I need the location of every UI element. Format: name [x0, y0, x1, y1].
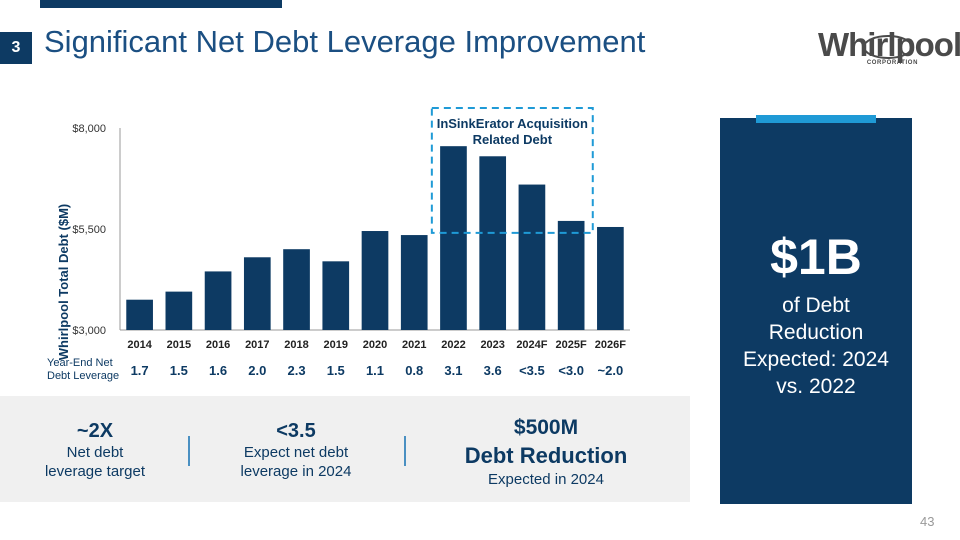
bar-2020	[361, 231, 389, 330]
bar-2016	[204, 271, 232, 330]
kpi-leverage-target: ~2X Net debt leverage target	[20, 420, 170, 481]
leverage-value: 2.3	[287, 363, 305, 378]
stat-headline: $1B	[770, 229, 862, 285]
y-axis-label: Whirlpool Total Debt ($M)	[56, 204, 71, 360]
bar-2017	[243, 257, 271, 330]
slide-number-badge: 3	[0, 32, 32, 64]
kpi-1-line-1: Net debt	[66, 444, 124, 461]
whirlpool-logo: Whirlpool CORPORATION	[812, 26, 960, 72]
annotation-line-1: InSinkErator Acquisition	[437, 116, 588, 131]
leverage-row-label: Year-End Net	[47, 357, 113, 369]
stat-line-2: Reduction	[768, 321, 864, 344]
kpi-leverage-2024: <3.5 Expect net debt leverage in 2024	[218, 420, 374, 481]
kpi-debt-reduction: $500M Debt Reduction Expected in 2024	[440, 414, 652, 489]
x-tick-label: 2018	[284, 339, 308, 351]
debt-bar-chart: Whirlpool Total Debt ($M) $3,000 $5,500 $8…	[47, 107, 630, 382]
kpi-2-value: <3.5	[276, 420, 316, 442]
x-tick-label: 2023	[480, 339, 504, 351]
bar-2015	[165, 291, 193, 330]
leverage-value: 1.6	[209, 363, 227, 378]
bar-2019	[322, 261, 350, 330]
stat-line-4: vs. 2022	[776, 375, 856, 398]
logo-swirl-icon	[863, 35, 913, 59]
page-title: Significant Net Debt Leverage Improvemen…	[44, 24, 646, 59]
leverage-value: 1.5	[170, 363, 188, 378]
kpi-separator-2	[404, 436, 406, 466]
y-tick-label: $5,500	[72, 224, 106, 236]
leverage-value: <3.0	[558, 363, 584, 378]
x-tick-label: 2024F	[516, 339, 547, 351]
bar-2022	[440, 146, 467, 330]
bar-2024F	[518, 184, 546, 330]
annotation-line-2: Related Debt	[473, 132, 553, 147]
leverage-value: 3.1	[444, 363, 462, 378]
leverage-value: 1.5	[327, 363, 345, 378]
page-number: 43	[920, 514, 935, 529]
bar-2023	[479, 156, 507, 330]
leverage-value: 1.1	[366, 363, 384, 378]
logo-subtitle: CORPORATION	[866, 60, 918, 66]
bar-2014	[126, 299, 153, 330]
kpi-1-line-2: leverage target	[44, 463, 146, 480]
leverage-value: ~2.0	[598, 363, 624, 378]
x-tick-label: 2017	[245, 339, 269, 351]
bar-2021	[400, 235, 428, 330]
stat-line-3: Expected: 2024	[743, 348, 889, 371]
x-tick-label: 2015	[167, 339, 191, 351]
leverage-value: 2.0	[248, 363, 266, 378]
stat-panel-accent	[756, 115, 876, 123]
kpi-1-value: ~2X	[76, 420, 114, 442]
kpi-3-subtitle: Expected in 2024	[488, 471, 604, 488]
x-tick-label: 2016	[206, 339, 230, 351]
leverage-value: 1.7	[131, 363, 149, 378]
acquisition-debt-highlight-box	[430, 107, 594, 234]
leverage-value: <3.5	[519, 363, 545, 378]
y-tick-label: $8,000	[72, 123, 106, 135]
y-tick-label: $3,000	[72, 325, 106, 337]
x-tick-label: 2020	[363, 339, 387, 351]
kpi-summary-box	[0, 396, 690, 502]
x-tick-label: 2019	[324, 339, 348, 351]
x-tick-label: 2025F	[556, 339, 587, 351]
top-accent-bar	[40, 0, 282, 8]
bar-2025F	[557, 220, 585, 330]
leverage-value: 3.6	[484, 363, 502, 378]
stat-panel	[720, 118, 912, 504]
logo-wordmark: Whirlpool	[818, 26, 960, 63]
stat-line-1: of Debt	[782, 294, 850, 317]
bar-2026F	[597, 226, 624, 330]
kpi-2-line-2: leverage in 2024	[240, 463, 352, 480]
kpi-2-line-1: Expect net debt	[243, 444, 349, 461]
leverage-value: 0.8	[405, 363, 423, 378]
leverage-row-label-2: Debt Leverage	[47, 370, 119, 382]
kpi-3-value: $500M	[513, 416, 579, 439]
x-tick-label: 2022	[441, 339, 465, 351]
x-tick-label: 2021	[402, 339, 426, 351]
kpi-separator-1	[188, 436, 190, 466]
bar-2018	[283, 249, 310, 330]
kpi-3-title: Debt Reduction	[464, 443, 628, 468]
stat-description: of Debt Reduction Expected: 2024 vs. 202…	[720, 292, 912, 400]
x-tick-label: 2026F	[595, 339, 626, 351]
x-tick-label: 2014	[127, 339, 152, 351]
